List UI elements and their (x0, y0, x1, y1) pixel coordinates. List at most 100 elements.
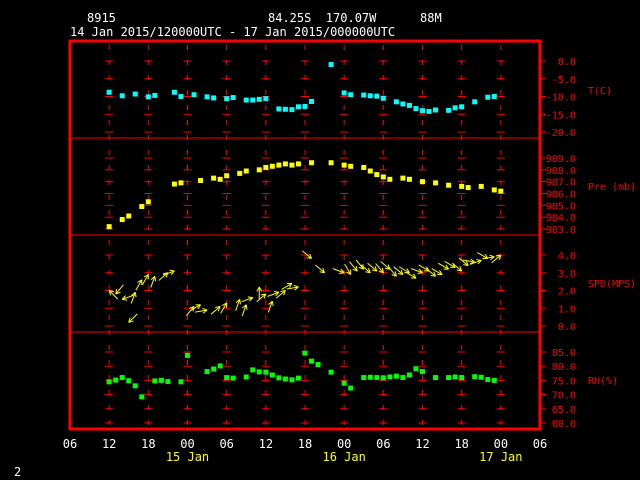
x-tick-label: 12 (259, 437, 273, 451)
rh-point (400, 375, 406, 381)
wind-arrow-head (371, 269, 377, 272)
temperature-point (406, 102, 412, 108)
wind-arrow (360, 264, 371, 274)
rh-point (328, 369, 334, 375)
x-tick-label: 00 (337, 437, 351, 451)
wind-arrow (256, 293, 267, 303)
rh-point (165, 379, 171, 385)
pressure-point (433, 180, 439, 186)
pressure-point (459, 183, 465, 189)
pressure-point (256, 167, 262, 173)
rh-point (485, 377, 491, 383)
rh-point (263, 369, 269, 375)
wind-arrow (444, 260, 456, 268)
temperature-point (224, 96, 230, 102)
rh-point (113, 377, 119, 383)
wind-arrow-head (131, 291, 136, 296)
wind-arrow-head (397, 273, 404, 276)
rh-point (132, 383, 138, 389)
rh-point (446, 375, 452, 381)
pressure-point (374, 172, 380, 178)
pressure-point (106, 224, 112, 230)
wind-arrow (135, 279, 143, 291)
wind-arrow-head (169, 269, 175, 272)
wind-arrow (398, 266, 410, 274)
rh-point (367, 374, 373, 380)
pressure-point (367, 168, 373, 174)
wind-arrow-head (122, 298, 128, 301)
wind-arrow-head (322, 267, 326, 273)
pressure-point (387, 176, 393, 182)
temperature-point (132, 91, 138, 97)
panel-label-temperature: T(C) (588, 86, 612, 97)
wind-arrow-head (249, 297, 254, 302)
x-day-label: 16 Jan (322, 450, 365, 464)
rh-point (387, 374, 393, 380)
x-tick-label: 12 (415, 437, 429, 451)
pressure-point (243, 168, 249, 174)
wind-arrow (355, 259, 365, 270)
x-tick-label: 18 (454, 437, 468, 451)
pressure-point (269, 163, 275, 169)
temperature-point (145, 94, 151, 100)
rh-point (126, 378, 132, 384)
rh-point (491, 377, 497, 383)
wind-arrow (426, 268, 436, 277)
pressure-point (309, 160, 315, 166)
rh-point (211, 366, 217, 372)
wind-arrow-head (365, 271, 371, 274)
panel-label-wind: SPD(MPS) (588, 279, 636, 290)
y-tick-label: 2.0 (558, 287, 576, 298)
wind-arrow-head (189, 306, 195, 309)
wind-arrow (452, 262, 462, 272)
rh-point (230, 375, 236, 381)
temperature-point (263, 96, 269, 102)
wind-arrow (482, 256, 495, 260)
wind-arrow-head (418, 268, 423, 274)
rh-point (289, 377, 295, 383)
wind-arrow-head (309, 253, 312, 259)
wind-arrow (185, 306, 195, 316)
rh-point (276, 375, 282, 381)
wind-arrow-head (115, 291, 121, 295)
wind-arrow (344, 263, 352, 275)
temperature-point (374, 93, 380, 99)
panel-label-pressure: Pre (mb) (588, 182, 636, 193)
temperature-point (341, 90, 347, 96)
temperature-point (491, 94, 497, 99)
pressure-point (178, 180, 184, 186)
wind-arrow-head (489, 254, 495, 258)
wind-arrow (220, 302, 228, 314)
wind-arrow-head (150, 275, 156, 280)
temperature-point (243, 97, 249, 103)
x-tick-label: 06 (219, 437, 233, 451)
page-number: 2 (14, 465, 22, 479)
rh-point (256, 369, 262, 375)
rh-point (433, 375, 439, 381)
wind-arrow-head (268, 300, 273, 305)
rh-point (282, 376, 288, 382)
wind-arrow (367, 262, 378, 272)
temperature-point (420, 108, 425, 114)
wind-arrow-head (406, 268, 410, 274)
wind-arrow (267, 300, 273, 313)
temperature-point (106, 89, 112, 95)
temperature-point (178, 94, 184, 99)
temperature-point (276, 106, 282, 112)
pressure-point (217, 176, 223, 182)
pressure-point (446, 182, 452, 188)
station-location: 84.25S 170.07W (268, 11, 377, 25)
wind-arrow-head (339, 272, 345, 274)
x-tick-label: 00 (494, 437, 508, 451)
wind-arrow (235, 299, 241, 311)
temperature-point (472, 99, 478, 105)
pressure-point (465, 185, 471, 191)
wind-arrow (458, 257, 469, 267)
pressure-point (139, 204, 145, 210)
rh-point (361, 375, 367, 381)
wind-arrow-head (162, 272, 169, 275)
wind-arrow (141, 274, 149, 286)
wind-arrow (462, 259, 475, 263)
wind-arrow (477, 252, 489, 259)
